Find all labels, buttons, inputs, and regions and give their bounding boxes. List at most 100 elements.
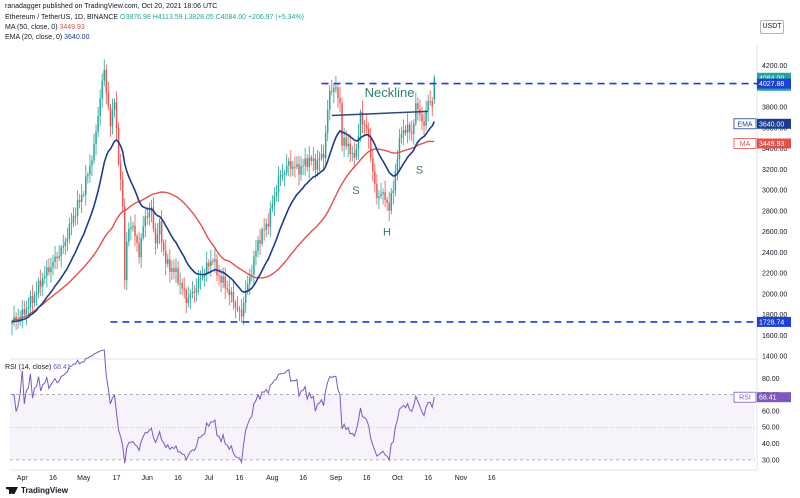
candle-body: [324, 132, 327, 159]
time-tick-label: 16: [424, 475, 432, 482]
candle-body: [39, 280, 42, 287]
ma-legend[interactable]: MA (50, close, 0) 3449.93: [5, 23, 85, 32]
candle-body: [255, 250, 257, 257]
candle-body: [179, 283, 181, 285]
candle-body: [234, 302, 237, 308]
candle-body: [232, 292, 235, 303]
candle-body: [261, 229, 263, 244]
candle-body: [189, 293, 192, 298]
candle-body: [212, 261, 214, 263]
candle-body: [322, 153, 325, 159]
candle-body: [58, 256, 60, 259]
candle-body: [119, 163, 122, 180]
candle-body: [111, 110, 114, 127]
candle-body: [91, 160, 93, 166]
candle-body: [128, 228, 130, 242]
rsi-legend[interactable]: RSI (14, close) 68.41: [5, 363, 71, 372]
candle-body: [46, 267, 48, 277]
candle-body: [431, 101, 433, 107]
candle-body: [331, 90, 333, 92]
candle-body: [249, 276, 251, 284]
tradingview-brand: TradingView: [21, 486, 68, 495]
ema-legend-label: EMA (20, close, 0): [5, 34, 63, 41]
candle-body: [87, 174, 89, 177]
candle-body: [320, 153, 323, 159]
candle-body: [384, 192, 386, 200]
candle-body: [318, 158, 321, 161]
candle-body: [372, 157, 374, 172]
ma-legend-value: 3449.93: [59, 24, 85, 31]
candle-body: [343, 137, 345, 146]
candle-body: [210, 261, 212, 267]
candle-body: [269, 208, 272, 227]
candle-body: [382, 192, 384, 194]
candle-body: [27, 307, 30, 309]
candle-body: [226, 287, 228, 290]
candle-body: [341, 103, 343, 146]
ohlc-values: O3876.98 H4113.59 L3828.05 C4084.00 +206…: [120, 14, 305, 21]
candle-body: [273, 196, 276, 205]
tradingview-logo-icon: [6, 487, 18, 494]
candle-body: [31, 296, 34, 303]
left-shoulder-label: S: [352, 185, 359, 197]
price-tag-box: [757, 78, 791, 89]
price-tick-label: 1600.00: [762, 333, 787, 340]
candle-body: [347, 143, 349, 147]
candle-body: [390, 193, 392, 211]
candle-body: [427, 101, 429, 111]
candle-body: [308, 157, 310, 167]
candle-body: [296, 164, 298, 167]
candle-body: [224, 276, 226, 288]
candle-body: [263, 229, 265, 231]
candle-body: [411, 131, 413, 134]
candle-body: [64, 241, 67, 247]
candle-body: [121, 179, 124, 207]
candle-body: [238, 309, 241, 311]
candle-body: [433, 77, 436, 100]
candle-body: [193, 291, 196, 293]
candle-body: [142, 226, 144, 238]
candle-body: [132, 225, 134, 228]
ema-legend[interactable]: EMA (20, close, 0) 3640.00: [5, 33, 89, 42]
time-tick-label: Sep: [330, 475, 343, 482]
candle-body: [140, 237, 142, 258]
candle-body: [48, 267, 50, 273]
candle-body: [392, 190, 395, 194]
candle-body: [335, 87, 337, 89]
candle-body: [208, 262, 210, 267]
candle-body: [23, 309, 26, 315]
candle-body: [33, 294, 36, 303]
price-tag-box: [757, 316, 791, 327]
candle-body: [406, 124, 409, 133]
candle-body: [413, 123, 415, 134]
candle-body: [105, 69, 108, 93]
candle-body: [279, 175, 282, 177]
candle-body: [56, 256, 58, 259]
candle-body: [353, 152, 356, 158]
candle-body: [136, 236, 138, 244]
candle-body: [314, 158, 317, 170]
ohlc-line: Ethereum / TetherUS, 1D, BINANCE O3876.9…: [5, 13, 304, 22]
price-tick-label: 3400.00: [762, 146, 787, 153]
candle-body: [298, 164, 300, 175]
candle-body: [78, 200, 81, 202]
price-tag-name-box: [733, 118, 757, 130]
time-tick-label: 16: [236, 475, 244, 482]
candle-body: [109, 106, 112, 127]
currency-badge[interactable]: USDT: [760, 20, 784, 34]
price-tick-label: 3800.00: [762, 105, 787, 112]
candle-body: [367, 128, 370, 138]
neckline-line: [331, 110, 429, 117]
price-tick-label: 2000.00: [762, 291, 787, 298]
time-tick-label: 16: [49, 475, 57, 482]
candle-body: [265, 223, 267, 230]
price-tick-label: 2600.00: [762, 229, 787, 236]
candle-body: [216, 259, 218, 276]
tradingview-logo: TradingView: [6, 486, 68, 495]
candle-body: [222, 276, 224, 283]
candle-body: [144, 216, 146, 227]
candle-body: [165, 250, 167, 264]
candle-body: [191, 291, 194, 294]
candle-body: [50, 267, 52, 273]
